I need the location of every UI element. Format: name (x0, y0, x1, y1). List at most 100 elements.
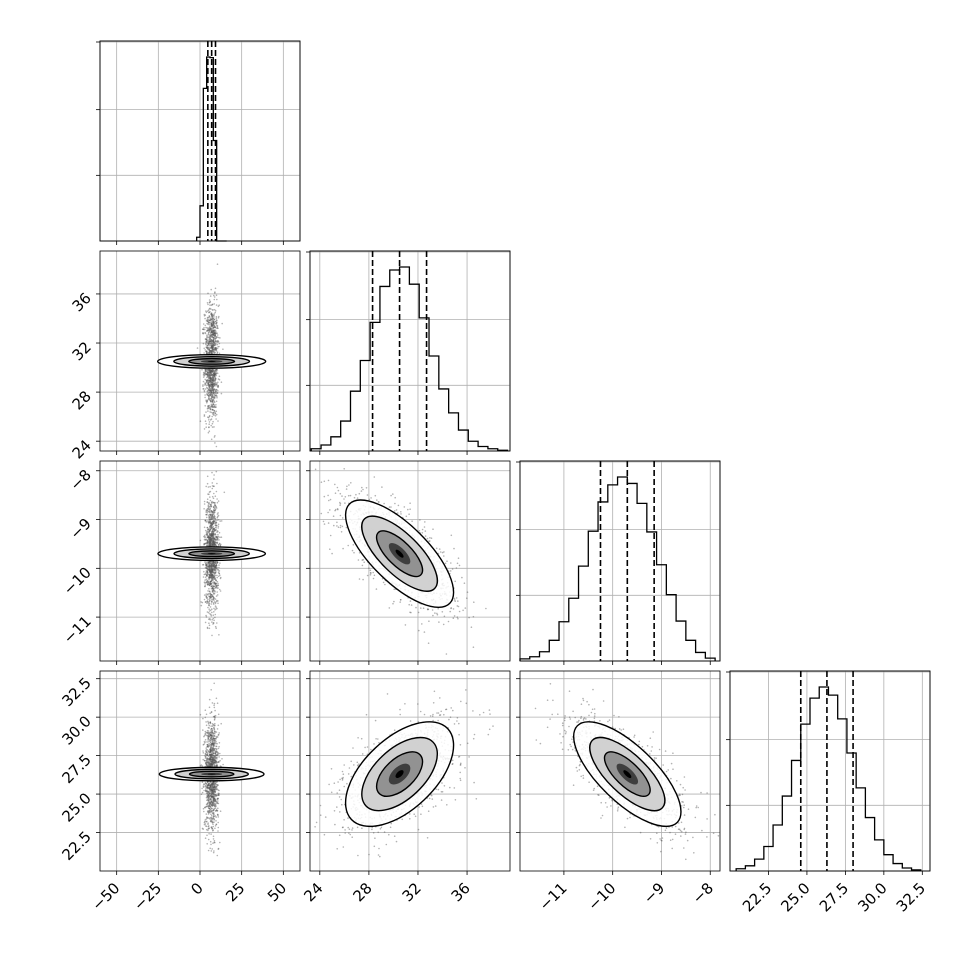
scatter-point (212, 585, 215, 587)
scatter-point (212, 326, 215, 329)
scatter-point (211, 537, 213, 539)
scatter-point (208, 406, 211, 409)
scatter-point (214, 505, 217, 507)
panel-frame (99, 40, 301, 242)
scatter-point (339, 501, 341, 504)
scatter-point (211, 345, 213, 348)
scatter-point (205, 805, 208, 808)
scatter-point (210, 383, 213, 386)
scatter-point (207, 383, 210, 385)
scatter-point (337, 489, 340, 492)
scatter-point (210, 378, 212, 380)
scatter-point (204, 621, 207, 624)
scatter-point (209, 349, 211, 352)
scatter-point (208, 491, 211, 493)
scatter-point (218, 742, 221, 744)
scatter-point (207, 606, 209, 609)
scatter-point (201, 368, 203, 371)
scatter-point (210, 308, 212, 310)
scatter-point (208, 584, 211, 586)
scatter-point (208, 596, 211, 598)
scatter-point (215, 369, 217, 371)
scatter-point (424, 535, 427, 537)
scatter-point (214, 330, 217, 332)
scatter-point (210, 516, 212, 518)
scatter-point (208, 376, 210, 379)
scatter-point (207, 611, 210, 614)
scatter-point (207, 416, 209, 419)
scatter-point (213, 344, 215, 347)
scatter-point (212, 570, 214, 573)
scatter-point (208, 348, 211, 351)
scatter-point (213, 583, 215, 585)
scatter-point (209, 374, 212, 377)
scatter-point (206, 391, 208, 393)
scatter-point (214, 731, 216, 733)
scatter-point (209, 340, 211, 343)
scatter-point (218, 732, 220, 734)
scatter-point (206, 754, 208, 756)
scatter-point (210, 522, 212, 524)
scatter-point (208, 375, 211, 378)
scatter-point (212, 497, 215, 500)
scatter-point (206, 347, 209, 349)
scatter-point (210, 579, 213, 582)
scatter-point (215, 384, 218, 386)
scatter-point (207, 536, 210, 538)
scatter-point (210, 334, 213, 336)
scatter-point (200, 601, 202, 603)
scatter-point (214, 381, 216, 384)
scatter-point (206, 508, 209, 510)
scatter-point (212, 334, 215, 336)
scatter-point (212, 386, 214, 389)
scatter-point (203, 414, 206, 416)
scatter-point (211, 394, 213, 396)
scatter-point (206, 346, 208, 349)
scatter-point (210, 377, 212, 380)
scatter-point (205, 595, 208, 598)
scatter-point (206, 482, 209, 485)
scatter-point (202, 332, 205, 335)
scatter-point (216, 498, 218, 500)
scatter-point (209, 317, 212, 320)
scatter-point (215, 332, 218, 335)
scatter-point (208, 624, 211, 627)
scatter-point (208, 389, 211, 391)
scatter-point (208, 327, 211, 329)
scatter-point (211, 348, 214, 351)
scatter-point (344, 502, 346, 504)
scatter-point (216, 324, 219, 327)
scatter-point (217, 724, 220, 727)
scatter-point (208, 370, 210, 372)
scatter-point (202, 331, 204, 334)
scatter-point (210, 576, 213, 579)
scatter-point (211, 315, 213, 317)
scatter-point (215, 526, 217, 528)
scatter-point (213, 313, 215, 315)
scatter-point (212, 564, 214, 567)
scatter-point (203, 373, 206, 376)
scatter-point (211, 370, 214, 373)
scatter-point (211, 328, 213, 330)
scatter-point (211, 345, 213, 348)
scatter-point (211, 408, 214, 411)
scatter-point (211, 384, 213, 386)
scatter-point (209, 350, 211, 352)
scatter-point (210, 322, 212, 325)
scatter-point (217, 600, 219, 602)
scatter-point (216, 580, 219, 583)
scatter-point (210, 533, 212, 535)
scatter-point (466, 591, 469, 593)
scatter-point (212, 388, 214, 390)
scatter-point (213, 396, 215, 399)
scatter-point (211, 394, 214, 396)
scatter-point (214, 374, 216, 377)
scatter-point (215, 568, 218, 570)
scatter-point (393, 588, 396, 591)
scatter-point (443, 551, 445, 553)
scatter-point (215, 506, 217, 509)
scatter-point (212, 382, 215, 384)
scatter-point (216, 519, 218, 521)
scatter-point (214, 579, 217, 581)
scatter-point (212, 396, 214, 398)
